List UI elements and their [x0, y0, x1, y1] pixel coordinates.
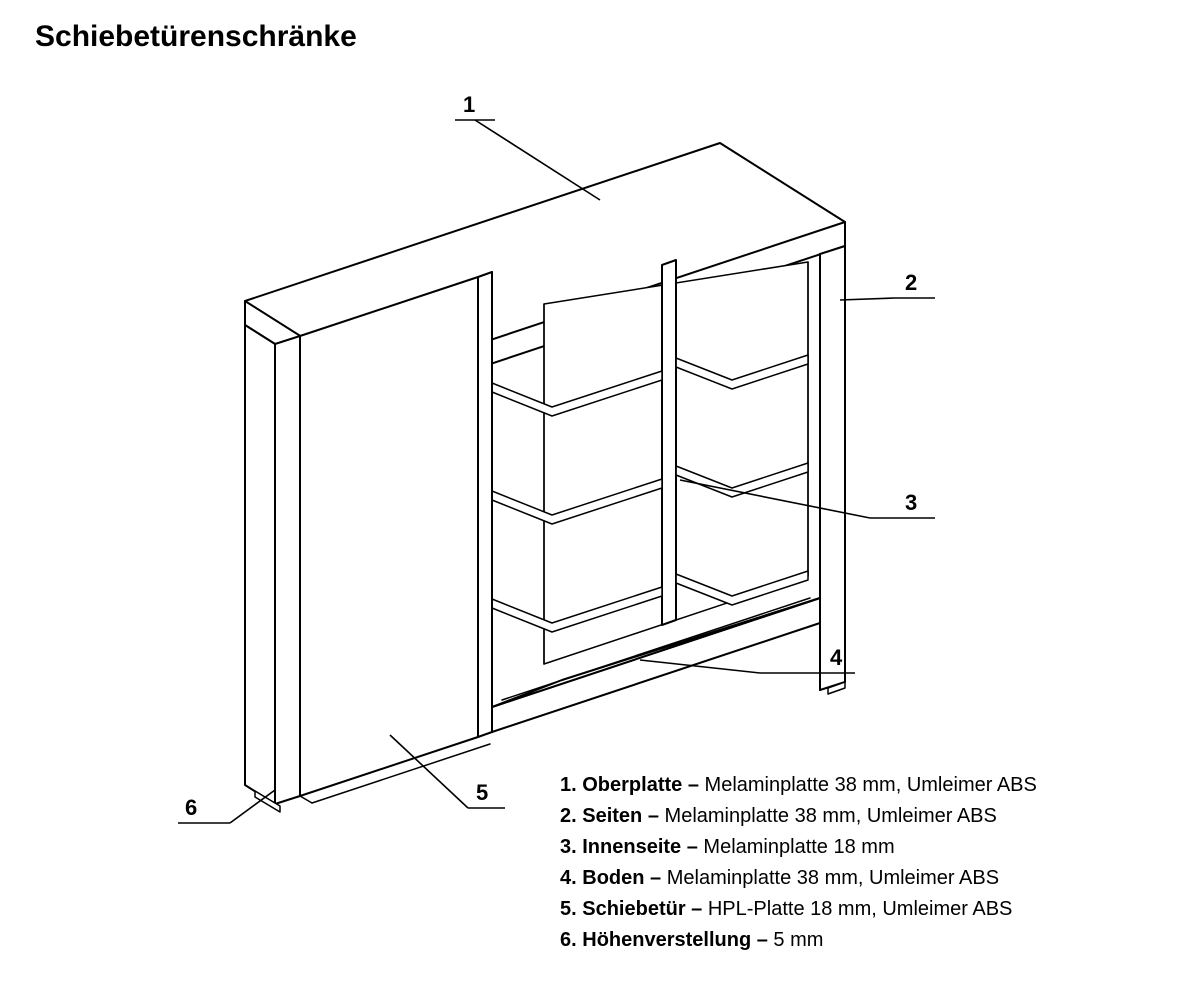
legend-desc: Melaminplatte 18 mm: [703, 836, 894, 858]
legend-num: 1.: [560, 774, 577, 796]
callout-number: 1: [463, 92, 475, 117]
bottom-rail: [492, 623, 820, 732]
legend-name: Oberplatte: [582, 774, 682, 796]
legend-desc: Melaminplatte 38 mm, Umleimer ABS: [667, 867, 999, 889]
legend-desc: 5 mm: [773, 929, 823, 951]
legend-row: 2. Seiten – Melaminplatte 38 mm, Umleime…: [560, 801, 1037, 832]
legend-desc: Melaminplatte 38 mm, Umleimer ABS: [705, 774, 1037, 796]
left-side-front-edge: [275, 336, 300, 804]
callout-leader: [475, 120, 600, 200]
callout-number: 4: [830, 645, 843, 670]
sliding-door-bottom-ledge: [300, 796, 312, 803]
callout-number: 3: [905, 490, 917, 515]
legend-name: Höhenverstellung: [582, 929, 751, 951]
legend-num: 3.: [560, 836, 577, 858]
legend-name: Seiten: [582, 805, 642, 827]
legend-name: Schiebetür: [582, 898, 685, 920]
legend-row: 3. Innenseite – Melaminplatte 18 mm: [560, 832, 1037, 863]
legend: 1. Oberplatte – Melaminplatte 38 mm, Uml…: [560, 770, 1037, 956]
legend-num: 4.: [560, 867, 577, 889]
middle-divider-front: [662, 260, 676, 625]
page: Schiebetürenschränke: [0, 0, 1200, 1000]
legend-desc: Melaminplatte 38 mm, Umleimer ABS: [665, 805, 997, 827]
callout-number: 2: [905, 270, 917, 295]
legend-row: 1. Oberplatte – Melaminplatte 38 mm, Uml…: [560, 770, 1037, 801]
callout-leader: [230, 790, 275, 823]
legend-name: Innenseite: [582, 836, 681, 858]
legend-row: 4. Boden – Melaminplatte 38 mm, Umleimer…: [560, 863, 1037, 894]
legend-name: Boden: [582, 867, 644, 889]
sliding-door-edge: [478, 272, 492, 737]
legend-desc: HPL-Platte 18 mm, Umleimer ABS: [708, 898, 1013, 920]
right-side-front-edge: [820, 246, 845, 690]
callout-leader: [840, 298, 895, 300]
legend-row: 5. Schiebetür – HPL-Platte 18 mm, Umleim…: [560, 894, 1037, 925]
legend-num: 6.: [560, 929, 577, 951]
callout-number: 5: [476, 780, 488, 805]
legend-num: 2.: [560, 805, 577, 827]
left-side-outer: [245, 325, 275, 804]
sliding-door-front: [300, 277, 478, 796]
legend-num: 5.: [560, 898, 577, 920]
legend-row: 6. Höhenverstellung – 5 mm: [560, 925, 1037, 956]
callout-number: 6: [185, 795, 197, 820]
